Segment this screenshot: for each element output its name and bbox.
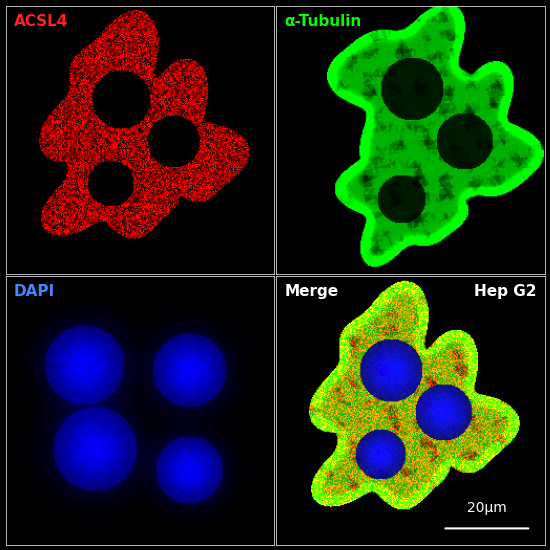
Text: 20μm: 20μm [467, 501, 507, 515]
Text: α-Tubulin: α-Tubulin [284, 14, 362, 29]
Text: Merge: Merge [284, 284, 338, 299]
Text: Hep G2: Hep G2 [474, 284, 536, 299]
Text: DAPI: DAPI [14, 284, 54, 299]
Text: ACSL4: ACSL4 [14, 14, 68, 29]
